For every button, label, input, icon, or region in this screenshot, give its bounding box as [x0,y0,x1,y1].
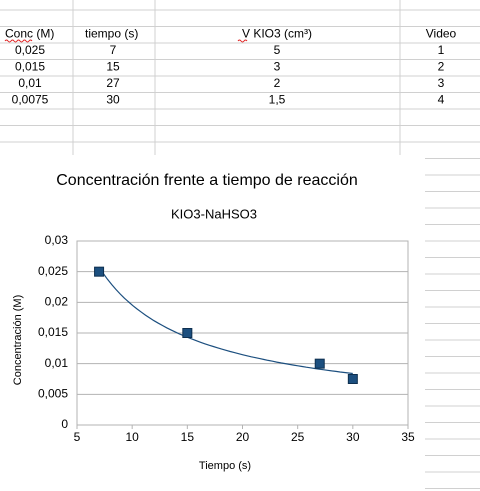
y-tick-label: 0,005 [38,387,68,401]
x-tick-label: 20 [236,430,250,444]
x-tick-label: 15 [181,430,195,444]
y-tick-label: 0,03 [45,233,69,247]
cell-text: 27 [106,76,120,90]
header-cell: V KIO3 (cm³) [242,27,312,41]
cell-text: 15 [106,60,120,74]
y-tick-label: 0 [61,417,68,431]
cell-text: 0,015 [15,60,45,74]
x-tick-label: 25 [291,430,305,444]
y-tick-label: 0,01 [45,356,69,370]
cell-text: 5 [274,43,281,57]
x-tick-label: 10 [125,430,139,444]
chart-title: Concentración frente a tiempo de reacció… [56,172,358,189]
spell-mark [237,39,248,43]
cell-text: 3 [438,76,445,90]
cell-text: 3 [274,60,281,74]
cell-text: 2 [274,76,281,90]
point [347,374,358,384]
cell-text: 30 [106,93,120,107]
cell-text: 0,0075 [12,93,49,107]
cell-text: 0,025 [15,43,45,57]
cell-text: 7 [110,43,117,57]
x-tick-label: 30 [346,430,360,444]
header-cell: tiempo (s) [85,27,138,41]
point [94,266,105,277]
y-tick-label: 0,015 [38,325,68,339]
y-tick-label: 0,02 [45,295,69,309]
chart-subtitle: KIO3-NaHSO3 [171,206,257,221]
x-tick-label: 35 [401,430,415,444]
plot-border [76,240,409,426]
trendline [98,266,353,375]
cell-text: 1 [438,43,445,57]
spell-mark [4,39,33,43]
cell-text: 4 [438,93,445,107]
header-cell: Conc (M) [5,27,54,41]
y-axis-label: Concentración (M) [12,295,24,385]
point [182,328,193,338]
x-axis-label: Tiempo (s) [199,460,251,472]
cell-text: 2 [438,60,445,74]
cell-text: 1,5 [269,93,286,107]
y-tick-label: 0,025 [38,264,68,278]
cell-text: 0,01 [18,76,42,90]
chart-bg [0,155,425,491]
header-cell: Video [426,27,457,41]
x-tick-label: 5 [74,430,81,444]
point [314,358,325,369]
